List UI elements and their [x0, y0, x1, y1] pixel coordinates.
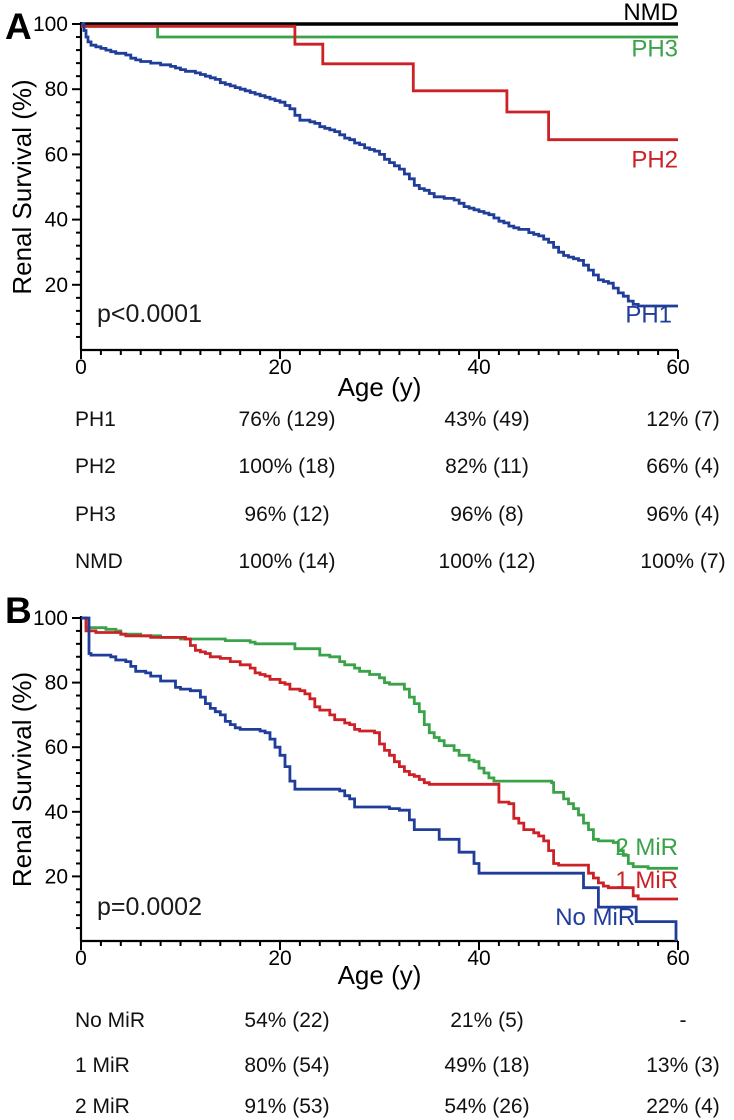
table-row: PH3 96% (12) 96% (8) 96% (4)	[0, 503, 734, 529]
row-label: PH1	[75, 408, 116, 431]
table-row: PH1 76% (129) 43% (49) 12% (7)	[0, 408, 734, 434]
curve-label-PH2: PH2	[631, 146, 678, 173]
curve-PH2	[81, 24, 678, 142]
table-cell: 66% (4)	[646, 455, 720, 478]
table-cell: 82% (11)	[445, 455, 529, 478]
panel-b-survival-chart: 0 20 40 60 20 40 60 80 100 Age (y) Renal Survival …	[7, 607, 690, 990]
curve-PH3	[81, 24, 678, 39]
y-tick-label: 100	[33, 607, 68, 630]
curve-label-PH3: PH3	[631, 36, 678, 63]
panel-a-survival-chart: 0 20 40 60 20 40 60 80 100 Age (y) Renal Survival …	[7, 0, 690, 402]
curve-1-MiR	[81, 616, 678, 901]
row-label: No MiR	[75, 1009, 146, 1032]
table-cell: 100% (14)	[238, 550, 336, 573]
table-cell: 43% (49)	[444, 408, 530, 431]
curve-label-1-MiR: 1 MiR	[615, 867, 678, 894]
table-cell: 100% (18)	[238, 455, 336, 478]
p-value: p<0.0001	[97, 300, 202, 328]
table-cell: 96% (4)	[646, 503, 720, 526]
curve-label-No-MiR: No MiR	[555, 904, 635, 931]
x-axis-title: Age (y)	[338, 372, 422, 402]
panel-b-letter: B	[5, 590, 32, 631]
x-tick-label: 0	[75, 356, 87, 379]
table-row: No MiR 54% (22) 21% (5) -	[0, 1009, 734, 1035]
y-tick-label: 100	[33, 13, 68, 36]
row-label: 1 MiR	[75, 1054, 130, 1077]
curve-label-PH1: PH1	[625, 301, 672, 328]
table-cell: 49% (18)	[444, 1054, 530, 1077]
table-row: 2 MiR 91% (53) 54% (26) 22% (4)	[0, 1095, 734, 1120]
table-cell: 13% (3)	[646, 1054, 720, 1077]
x-tick-label: 20	[268, 356, 291, 379]
panel-a-letter: A	[5, 6, 32, 47]
x-tick-label: 40	[467, 356, 490, 379]
curve-PH1	[81, 22, 678, 308]
x-tick-label: 20	[268, 947, 291, 970]
x-axis-title: Age (y)	[338, 960, 422, 990]
x-tick-label: 0	[75, 947, 87, 970]
table-cell: 21% (5)	[450, 1009, 524, 1032]
y-tick-label: 80	[45, 78, 68, 101]
table-cell: 54% (22)	[244, 1009, 330, 1032]
table-cell: 80% (54)	[244, 1054, 330, 1077]
x-tick-label: 60	[666, 356, 689, 379]
curve-label-2-MiR: 2 MiR	[615, 834, 678, 861]
row-label: NMD	[75, 550, 123, 573]
table-cell: 96% (12)	[244, 503, 330, 526]
x-tick-label: 60	[666, 947, 689, 970]
table-row: 1 MiR 80% (54) 49% (18) 13% (3)	[0, 1054, 734, 1080]
table-cell: 91% (53)	[244, 1095, 330, 1118]
p-value: p=0.0002	[97, 893, 202, 921]
y-tick-label: 40	[45, 209, 68, 232]
x-tick-label: 40	[467, 947, 490, 970]
table-cell: 100% (12)	[438, 550, 536, 573]
curve-label-NMD: NMD	[623, 0, 678, 26]
curve-2-MiR	[81, 616, 678, 870]
y-axis-title: Renal Survival (%)	[7, 672, 37, 887]
table-cell: 54% (26)	[444, 1095, 530, 1118]
y-tick-label: 20	[45, 274, 68, 297]
table-cell: 76% (129)	[238, 408, 336, 431]
y-tick-label: 80	[45, 672, 68, 695]
table-cell: 96% (8)	[450, 503, 524, 526]
curve-No-MiR	[81, 616, 678, 941]
y-tick-label: 60	[45, 143, 68, 166]
table-row: PH2 100% (18) 82% (11) 66% (4)	[0, 455, 734, 481]
y-tick-label: 20	[45, 865, 68, 888]
row-label: 2 MiR	[75, 1095, 130, 1118]
table-cell: 22% (4)	[646, 1095, 720, 1118]
table-cell: 100% (7)	[640, 550, 726, 573]
table-cell: -	[679, 1009, 687, 1032]
row-label: PH2	[75, 455, 116, 478]
y-tick-label: 60	[45, 736, 68, 759]
table-cell: 12% (7)	[646, 408, 720, 431]
table-row: NMD 100% (14) 100% (12) 100% (7)	[0, 550, 734, 576]
row-label: PH3	[75, 503, 116, 526]
y-tick-label: 40	[45, 801, 68, 824]
y-axis-title: Renal Survival (%)	[7, 79, 37, 294]
